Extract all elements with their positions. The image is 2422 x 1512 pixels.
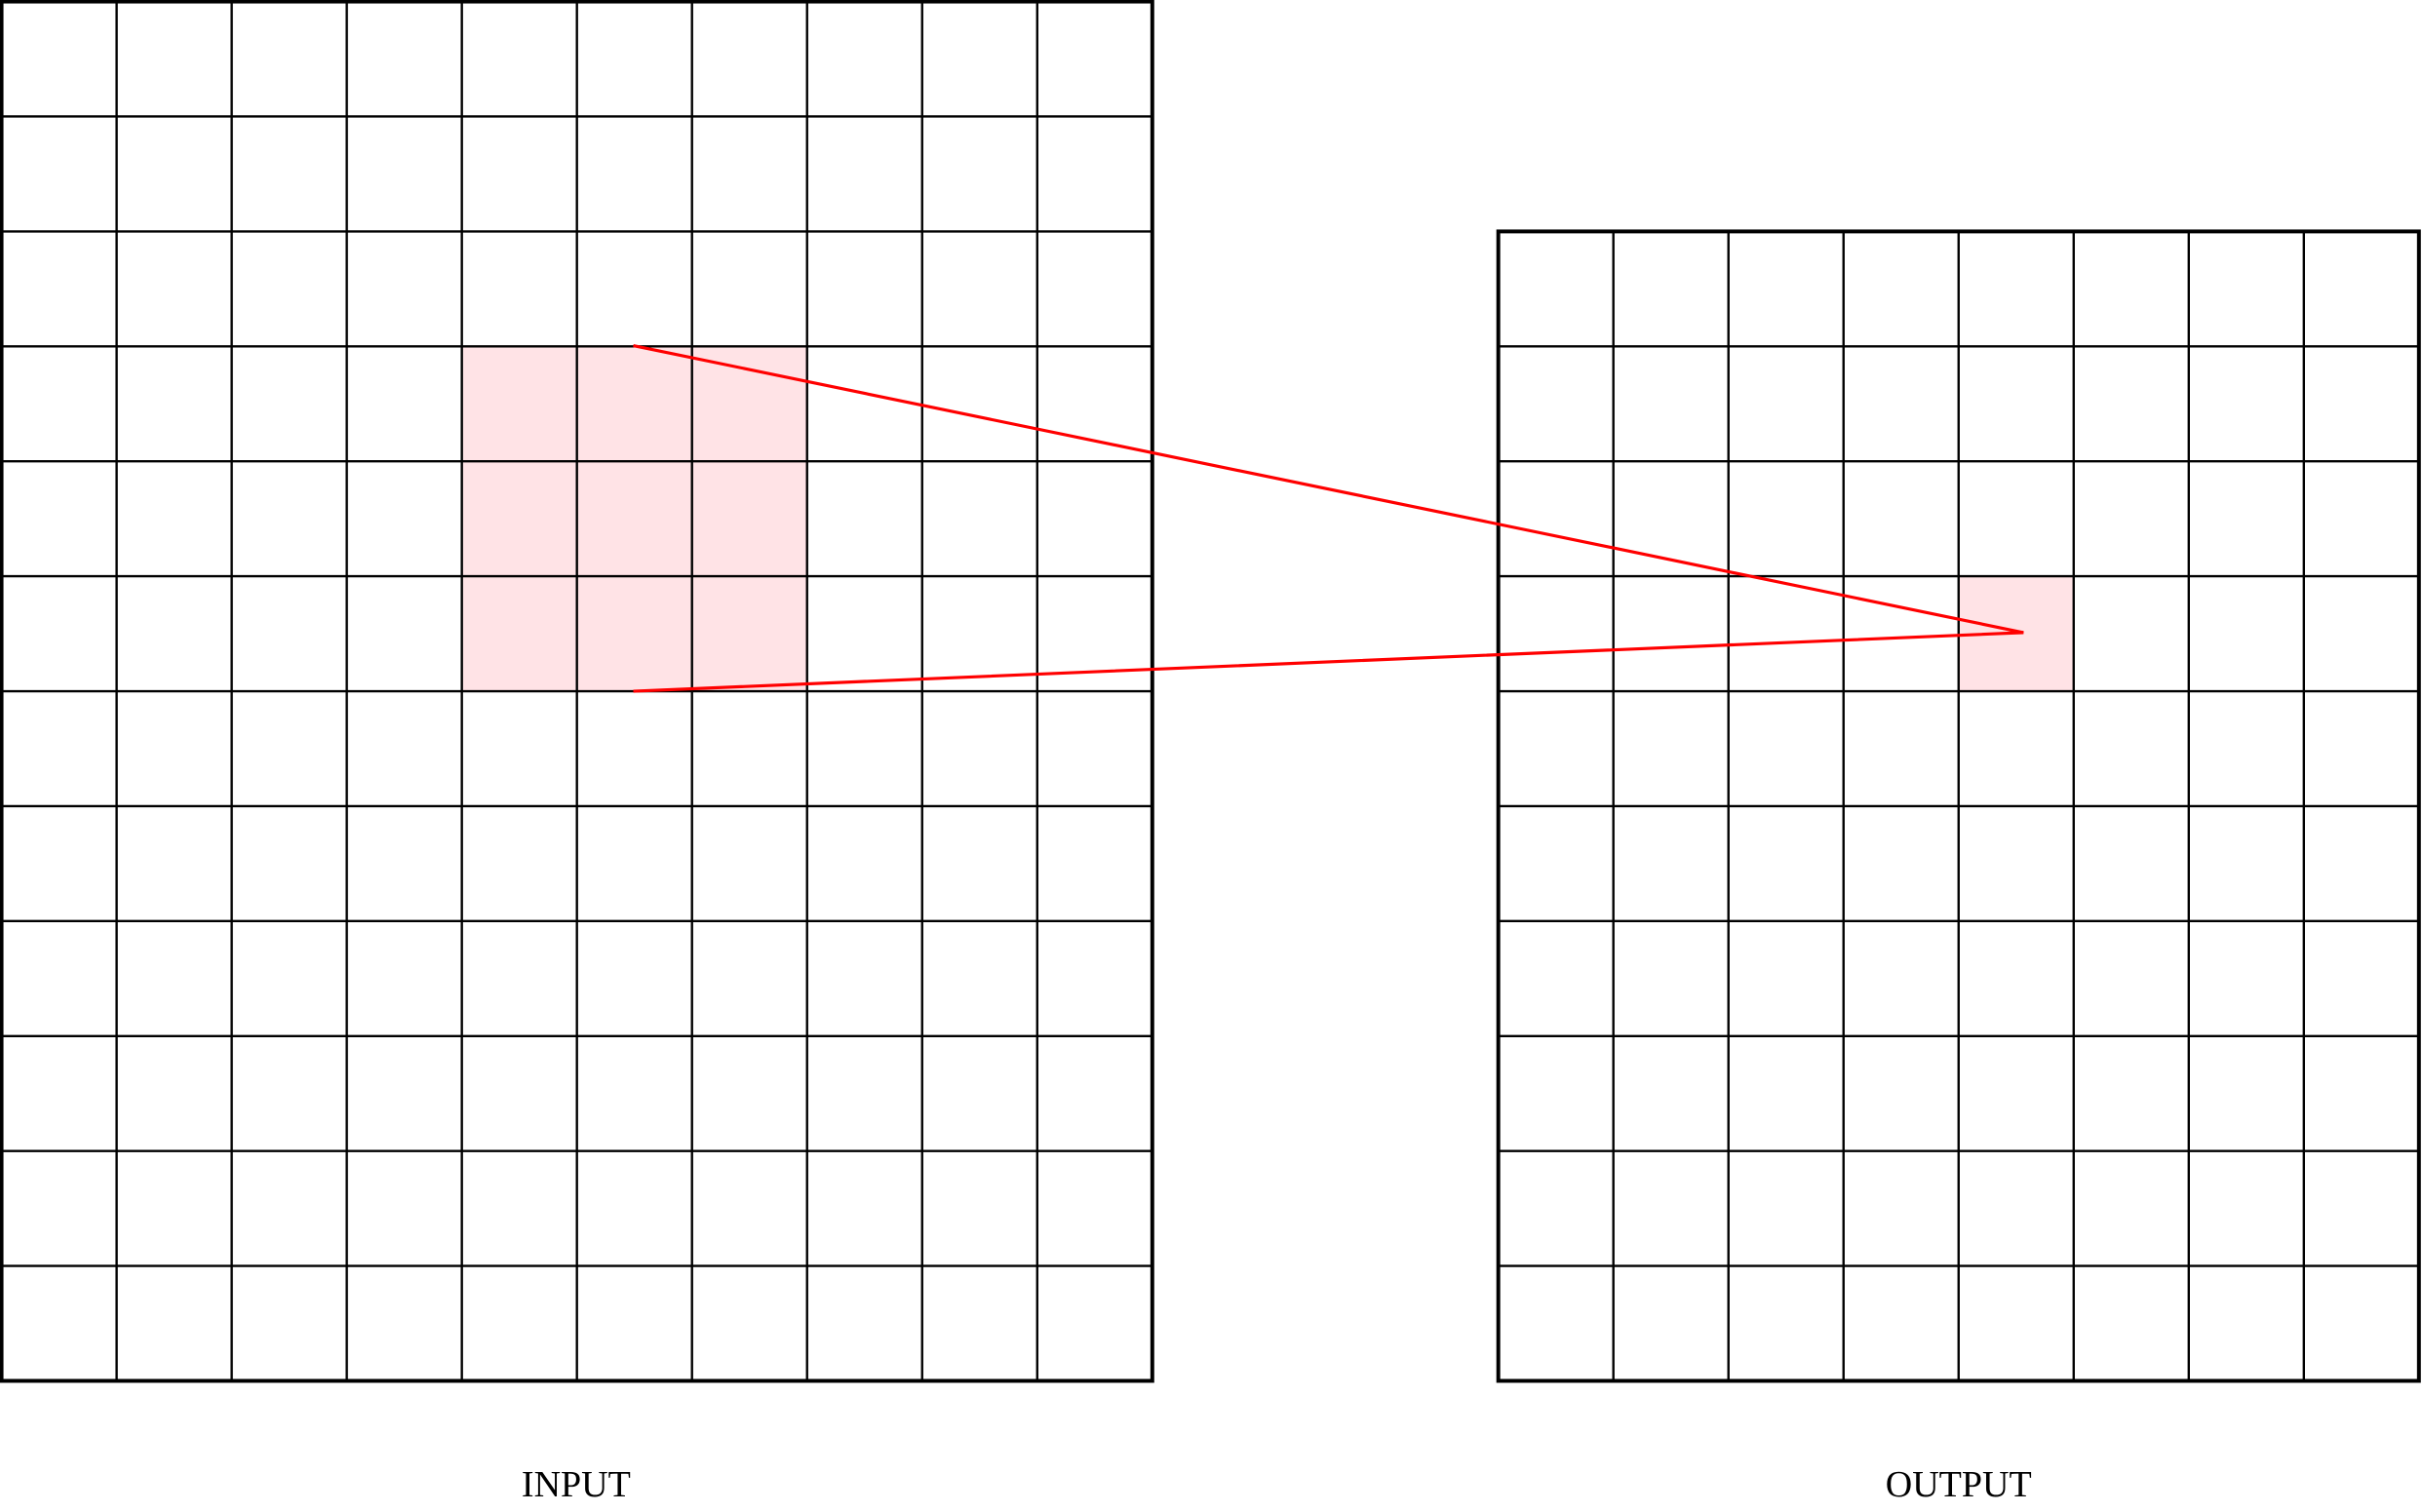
grids [0, 0, 2421, 1383]
output-label: OUTPUT [1886, 1464, 2032, 1505]
projection-lines [633, 343, 2024, 693]
input-grid-border [0, 0, 1154, 1383]
output-grid-border [1496, 229, 2421, 1383]
input-label: INPUT [522, 1464, 631, 1505]
receptive-field [460, 345, 807, 691]
